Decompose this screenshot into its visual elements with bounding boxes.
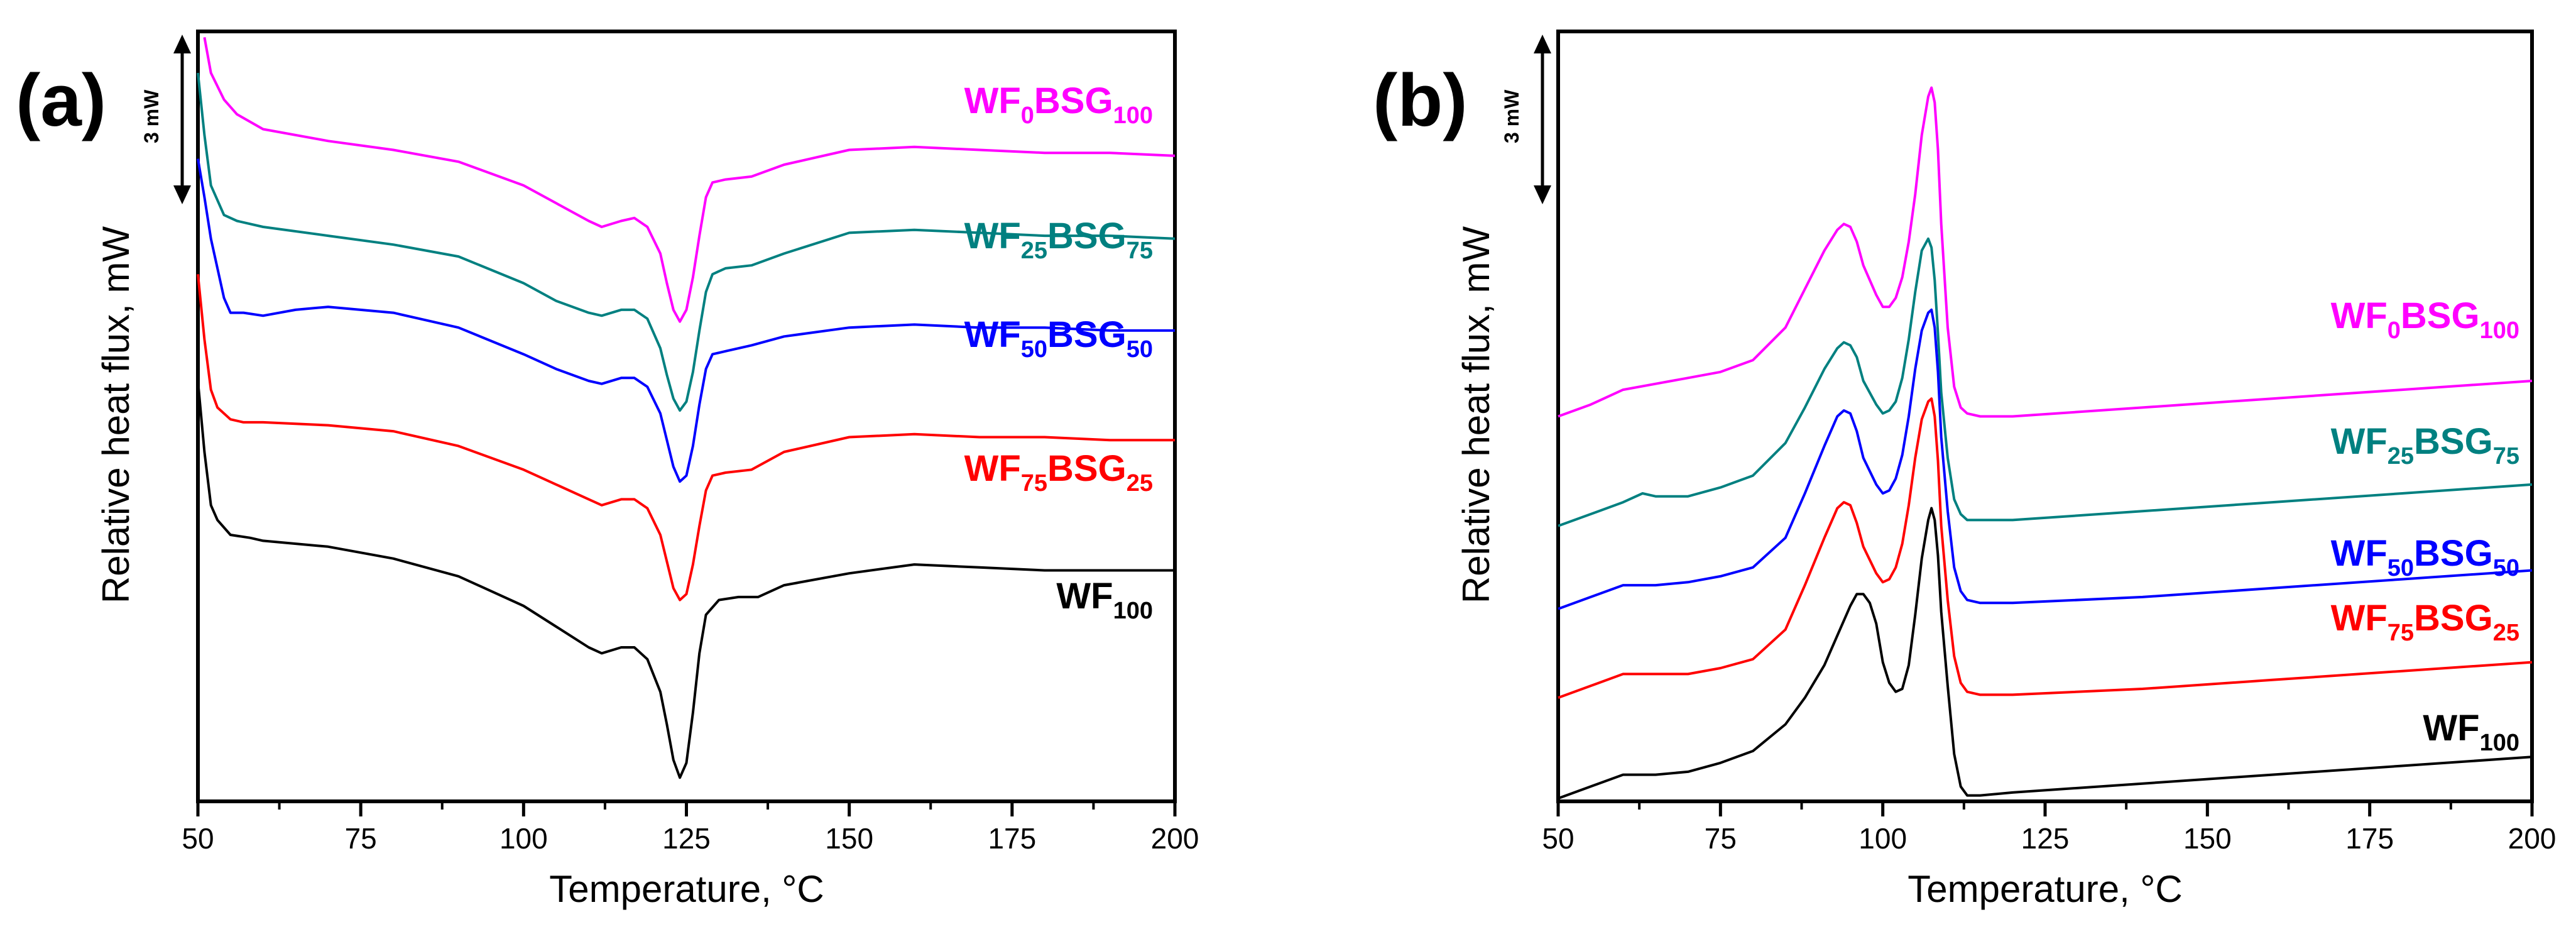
x-tick-label: 50 (182, 822, 214, 855)
series-label-wf100: WF100 (2423, 708, 2519, 756)
panel-b-x-axis-title: Temperature, °C (1907, 868, 2183, 910)
series-line-wf50bsg50 (1558, 308, 2533, 610)
series-label-sub2: 75 (2493, 443, 2519, 470)
series-label-sub2: 50 (1127, 336, 1153, 363)
series-label-wf50bsg50: WF50BSG50 (2331, 533, 2519, 581)
panel-a-scale-bar: 3 mW (140, 35, 191, 204)
series-label-sub2: 25 (1127, 470, 1153, 497)
series-label-base2: BSG (2414, 533, 2493, 574)
series-label-sub1: 75 (1021, 470, 1047, 497)
series-label-sub2: 75 (1127, 238, 1153, 264)
series-label-base1: WF (1056, 576, 1113, 617)
series-label-sub2: 50 (2493, 555, 2519, 581)
series-label-sub1: 25 (2388, 443, 2414, 470)
panel-a-curves (197, 37, 1176, 779)
series-line-wf25bsg75 (197, 72, 1176, 412)
scale-bar-label: 3 mW (140, 89, 163, 143)
x-tick-label: 75 (1705, 822, 1737, 855)
series-label-sub1: 0 (1021, 102, 1034, 129)
x-tick-label: 200 (1151, 822, 1199, 855)
panel-a-x-ticks: 50 75 100 125 150 175 200 (182, 801, 1199, 855)
scale-bar-arrow-up (1534, 35, 1551, 53)
series-line-wf75bsg25 (1558, 397, 2533, 699)
series-label-base1: WF (2331, 421, 2388, 462)
series-label-base2: BSG (1047, 448, 1127, 489)
x-tick-label: 100 (499, 822, 548, 855)
scale-bar-arrow-up (173, 35, 191, 53)
series-label-wf0bsg100: WF0BSG100 (964, 80, 1153, 129)
series-label-base1: WF (964, 80, 1021, 121)
series-line-wf0bsg100 (203, 37, 1176, 323)
series-label-base2: BSG (1047, 314, 1127, 355)
series-label-wf0bsg100: WF0BSG100 (2331, 295, 2519, 344)
x-tick-label: 175 (2345, 822, 2394, 855)
x-tick-label: 150 (2183, 822, 2232, 855)
series-label-sub1: 0 (2388, 317, 2401, 344)
panel-a-y-axis-title: Relative heat flux, mW (95, 226, 137, 604)
x-tick-label: 125 (662, 822, 711, 855)
series-label-sub1: 100 (2480, 730, 2519, 756)
x-tick-label: 200 (2508, 822, 2557, 855)
panel-a-plot-area (196, 30, 1177, 803)
series-label-base2: BSG (2414, 421, 2493, 462)
panel-b-x-ticks: 50 75 100 125 150 175 200 (1542, 801, 2556, 855)
series-line-wf25bsg75 (1558, 237, 2533, 527)
series-label-base1: WF (964, 314, 1021, 355)
series-label-sub1: 50 (2388, 555, 2414, 581)
x-tick-label: 100 (1858, 822, 1907, 855)
panel-b-series-labels: WF0BSG100WF25BSG75WF50BSG50WF75BSG25WF10… (2331, 295, 2519, 756)
panel-a: (a) 50 75 100 125 150 175 200 WF0BSG100WF25BSG… (16, 30, 1199, 910)
series-label-base1: WF (2423, 708, 2479, 749)
series-label-sub1: 100 (1113, 598, 1153, 624)
scale-bar-arrow-down (173, 185, 191, 204)
series-line-wf100 (1558, 507, 2533, 800)
scale-bar-label: 3 mW (1500, 89, 1523, 143)
series-line-wf100 (197, 380, 1175, 779)
series-label-base1: WF (2331, 533, 2388, 574)
series-label-base2: BSG (1034, 80, 1113, 121)
x-tick-label: 75 (345, 822, 377, 855)
x-tick-label: 175 (988, 822, 1036, 855)
series-label-base1: WF (964, 448, 1021, 489)
series-label-sub2: 100 (1113, 102, 1153, 129)
x-tick-label: 50 (1542, 822, 1574, 855)
x-tick-label: 150 (825, 822, 873, 855)
x-tick-label: 125 (2021, 822, 2070, 855)
series-label-wf50bsg50: WF50BSG50 (964, 314, 1153, 363)
panel-b-label: (b) (1373, 59, 1468, 142)
panel-a-x-axis-title: Temperature, °C (549, 868, 824, 910)
series-label-base2: BSG (2401, 295, 2480, 336)
series-line-wf75bsg25 (197, 274, 1175, 601)
series-label-sub2: 100 (2480, 317, 2519, 344)
series-label-sub1: 75 (2388, 620, 2414, 646)
series-label-wf25bsg75: WF25BSG75 (2331, 421, 2519, 470)
panel-b: (b) 50 75 100 125 150 175 200 WF0BSG100WF25BSG… (1373, 30, 2556, 910)
series-label-base1: WF (964, 216, 1021, 256)
scale-bar-arrow-down (1534, 185, 1551, 204)
panel-b-scale-bar: 3 mW (1500, 35, 1551, 204)
panel-b-plot-area (1556, 30, 2534, 803)
series-label-wf75bsg25: WF75BSG25 (2331, 598, 2519, 646)
series-label-base2: BSG (1047, 216, 1127, 256)
series-label-wf75bsg25: WF75BSG25 (964, 448, 1153, 497)
panel-b-curves (1558, 86, 2533, 800)
series-line-wf0bsg100 (1558, 86, 2533, 418)
series-label-wf25bsg75: WF25BSG75 (964, 216, 1153, 264)
series-label-base1: WF (2331, 598, 2388, 639)
panel-b-y-axis-title: Relative heat flux, mW (1455, 226, 1497, 604)
panel-a-series-labels: WF0BSG100WF25BSG75WF50BSG50WF75BSG25WF10… (964, 80, 1153, 624)
series-label-base2: BSG (2414, 598, 2493, 639)
series-label-sub1: 50 (1021, 336, 1047, 363)
panel-a-label: (a) (16, 59, 106, 142)
series-label-wf100: WF100 (1056, 576, 1153, 624)
series-label-base1: WF (2331, 295, 2388, 336)
series-line-wf50bsg50 (197, 158, 1175, 483)
series-label-sub1: 25 (1021, 238, 1047, 264)
series-label-sub2: 25 (2493, 620, 2519, 646)
